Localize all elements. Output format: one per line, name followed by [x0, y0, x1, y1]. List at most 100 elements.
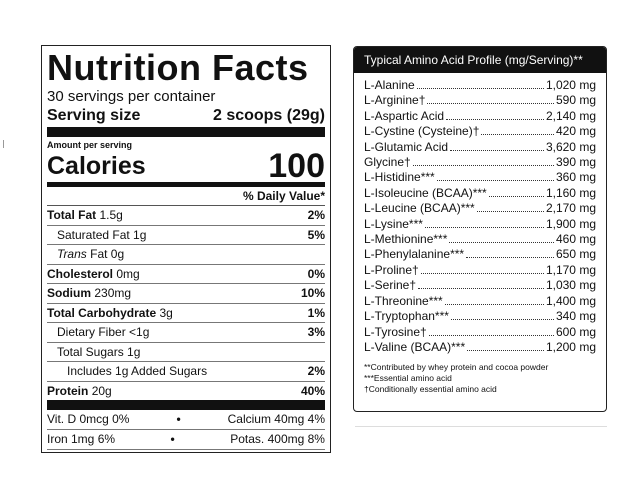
amino-acid-row: L-Proline† 1,170 mg [364, 263, 596, 278]
carbohydrate-label: Total Carbohydrate [47, 305, 157, 320]
servings-per-container: 30 servings per container [47, 88, 216, 105]
amino-acid-value: 1,900 mg [545, 216, 596, 231]
amino-acid-value: 1,170 mg [545, 262, 596, 277]
saturated-fat-label: Saturated Fat 1g [57, 227, 147, 242]
thick-divider [47, 127, 325, 137]
amino-acid-title: Typical Amino Acid Profile (mg/Serving)*… [354, 47, 606, 73]
amino-acid-value: 600 mg [555, 324, 596, 339]
potassium: Potas. 400mg 8% [230, 432, 325, 446]
total-sugars-row: Total Sugars 1g [47, 343, 325, 362]
amino-acid-name: L-Lysine*** [364, 216, 423, 231]
amino-acid-value: 360 mg [555, 170, 596, 185]
amino-acid-name: L-Cystine (Cysteine)† [364, 124, 480, 139]
trans-fat-row: Trans Fat 0g [47, 245, 325, 265]
dot-leader [466, 257, 554, 259]
total-fat-label: Total Fat [47, 208, 97, 222]
amino-acid-value: 2,140 mg [545, 108, 596, 123]
amino-acid-name: L-Tryptophan*** [364, 309, 449, 324]
amino-acid-row: L-Aspartic Acid 2,140 mg [364, 109, 596, 124]
amino-acid-name: L-Isoleucine (BCAA)*** [364, 185, 487, 200]
dietary-fiber-label: Dietary Fiber <1g [57, 325, 150, 339]
dot-leader [450, 319, 554, 321]
note-conditionally-essential: †Conditionally essential amino acid [364, 384, 497, 395]
medium-divider [47, 182, 325, 187]
amino-acid-row: L-Alanine 1,020 mg [364, 78, 596, 93]
sodium-pct: 10% [300, 286, 325, 300]
carbohydrate-amount: 3g [159, 305, 173, 320]
serving-size-value: 2 scoops (29g) [212, 107, 325, 124]
amino-acid-name: L-Arginine† [364, 93, 426, 108]
daily-value-header: % Daily Value* [47, 187, 325, 206]
bullet-separator: • [176, 412, 181, 426]
amino-acid-row: L-Tyrosine† 600 mg [364, 325, 596, 340]
saturated-fat-pct: 5% [307, 227, 325, 242]
calories-row: Calories 100 [47, 147, 325, 185]
amino-acid-value: 1,020 mg [545, 78, 596, 92]
note-essential: ***Essential amino acid [364, 373, 452, 384]
sodium-row: Sodium 230mg 10% [47, 284, 325, 304]
trans-fat-rest: Fat 0g [86, 247, 125, 261]
amino-acid-value: 390 mg [555, 155, 596, 170]
cholesterol-pct: 0% [307, 266, 325, 281]
amino-acid-name: L-Glutamic Acid [364, 139, 449, 154]
dietary-fiber-pct: 3% [307, 325, 325, 339]
edge-tick-mark [3, 140, 4, 148]
protein-pct: 40% [300, 383, 325, 398]
amino-acid-name: L-Alanine [364, 78, 415, 92]
carbohydrate-pct: 1% [307, 305, 325, 320]
total-fat-amount: 1.5g [99, 208, 123, 222]
amino-acid-panel: Typical Amino Acid Profile (mg/Serving)*… [353, 46, 607, 412]
total-fat-pct: 2% [307, 208, 325, 222]
saturated-fat-row: Saturated Fat 1g 5% [47, 226, 325, 245]
sodium-amount: 230mg [94, 286, 132, 300]
trans-fat-italic: Trans [57, 247, 87, 261]
dot-leader [450, 149, 544, 151]
amount-per-serving: Amount per serving [47, 140, 133, 150]
amino-acid-value: 650 mg [555, 247, 596, 262]
serving-size-label: Serving size [47, 107, 141, 124]
protein-amount: 20g [91, 383, 112, 398]
protein-row: Protein 20g 40% [47, 382, 325, 401]
calories-value: 100 [268, 147, 325, 185]
amino-acid-value: 420 mg [555, 124, 596, 139]
dot-leader [467, 349, 544, 351]
amino-acid-row: Glycine† 390 mg [364, 155, 596, 170]
dot-leader [416, 88, 544, 89]
sodium-label: Sodium [47, 286, 91, 300]
amino-acid-name: L-Phenylalanine*** [364, 247, 465, 262]
faint-divider-line [355, 426, 607, 427]
amino-acid-value: 1,400 mg [545, 293, 596, 308]
dot-leader [446, 118, 544, 120]
amino-acid-value: 1,200 mg [545, 339, 596, 354]
amino-acid-name: L-Valine (BCAA)*** [364, 339, 466, 354]
dietary-fiber-row: Dietary Fiber <1g 3% [47, 323, 325, 343]
amino-acid-row: L-Valine (BCAA)*** 1,200 mg [364, 340, 596, 355]
iron: Iron 1mg 6% [47, 432, 116, 446]
amino-acid-row: L-Leucine (BCAA)*** 2,170 mg [364, 201, 596, 216]
amino-acid-name: Glycine† [364, 155, 411, 170]
vitamin-d: Vit. D 0mcg 0% [47, 412, 130, 426]
amino-acid-name: L-Tyrosine† [364, 324, 427, 339]
amino-acid-row: L-Serine† 1,030 mg [364, 278, 596, 293]
dot-leader [418, 288, 544, 290]
cholesterol-label: Cholesterol [47, 266, 114, 281]
protein-label: Protein [47, 383, 89, 398]
amino-acid-row: L-Methionine*** 460 mg [364, 232, 596, 247]
cholesterol-amount: 0mg [116, 266, 140, 281]
amino-acid-row: L-Isoleucine (BCAA)*** 1,160 mg [364, 186, 596, 201]
amino-acid-value: 1,030 mg [545, 278, 596, 293]
amino-acid-row: L-Cystine (Cysteine)† 420 mg [364, 124, 596, 139]
amino-acid-name: L-Threonine*** [364, 293, 443, 308]
dot-leader [412, 165, 554, 167]
amino-acid-name: L-Serine† [364, 278, 417, 293]
amino-acid-row: L-Threonine*** 1,400 mg [364, 294, 596, 309]
amino-acid-row: L-Tryptophan*** 340 mg [364, 309, 596, 324]
added-sugars-row: Includes 1g Added Sugars 2% [47, 362, 325, 382]
amino-acid-row: L-Glutamic Acid 3,620 mg [364, 140, 596, 155]
amino-acid-value: 340 mg [555, 309, 596, 324]
nutrition-facts-panel: Nutrition Facts 30 servings per containe… [41, 45, 331, 453]
amino-acid-value: 2,170 mg [545, 201, 596, 216]
amino-acid-name: L-Histidine*** [364, 170, 435, 185]
dot-leader [427, 103, 554, 105]
added-sugars-pct: 2% [307, 364, 325, 378]
